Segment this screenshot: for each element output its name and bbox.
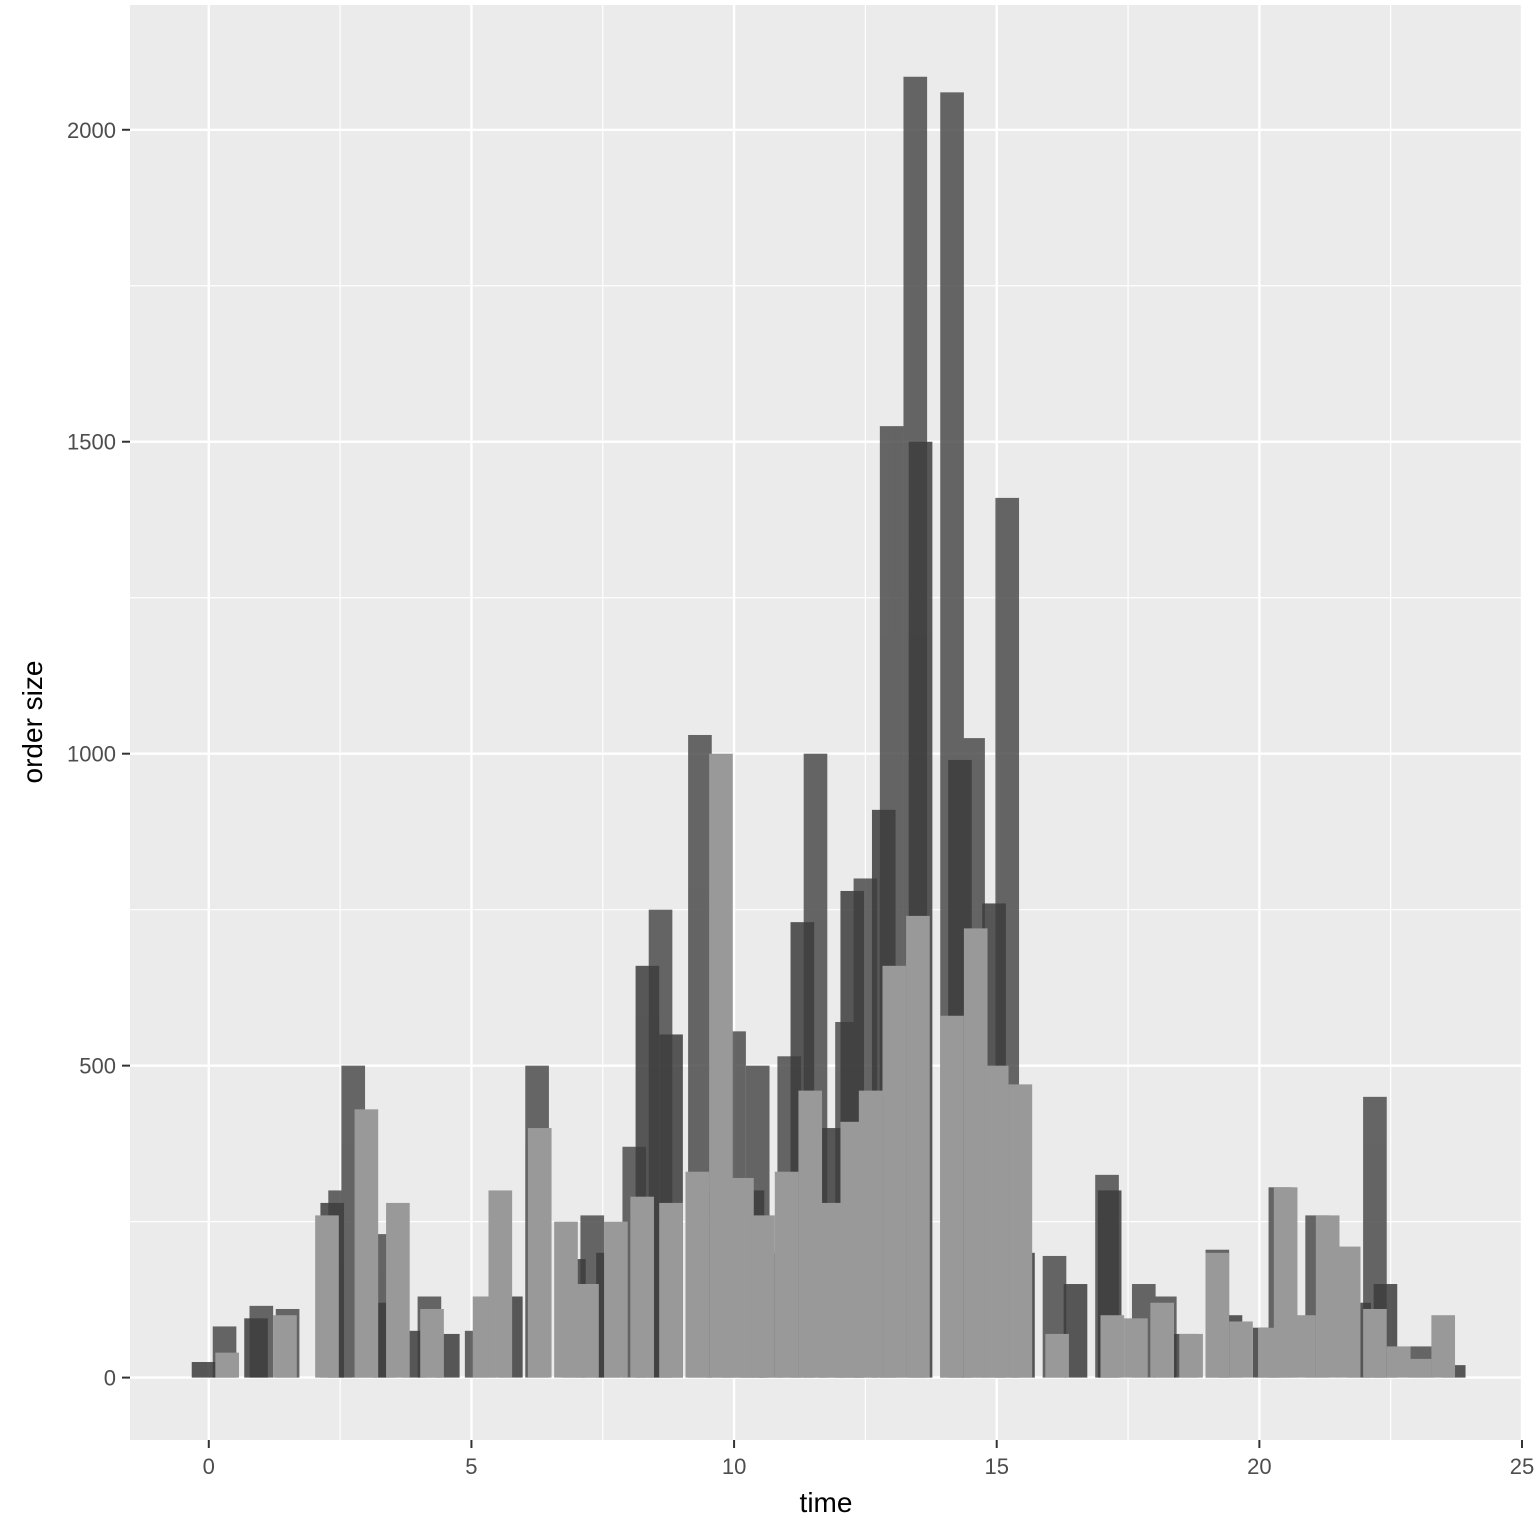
bar	[798, 1090, 823, 1378]
y-axis-title: order size	[17, 661, 48, 784]
bar	[1124, 1318, 1148, 1378]
bar	[774, 1171, 799, 1378]
bar	[1100, 1315, 1125, 1378]
y-tick-label: 0	[104, 1366, 116, 1391]
bar-layers	[191, 76, 1466, 1378]
x-axis-title: time	[800, 1487, 853, 1518]
x-tick-label: 0	[203, 1454, 215, 1479]
bar	[630, 1196, 654, 1378]
bar	[1205, 1252, 1230, 1378]
bar	[554, 1221, 578, 1378]
bar	[963, 928, 988, 1378]
x-tick-label: 5	[465, 1454, 477, 1479]
bar	[858, 1090, 883, 1378]
bar	[1407, 1358, 1432, 1378]
bar	[191, 1362, 216, 1378]
bar	[709, 753, 733, 1378]
y-tick-label: 500	[79, 1054, 116, 1079]
bar	[840, 1121, 865, 1378]
bar	[215, 1352, 239, 1378]
bar	[1273, 1187, 1298, 1378]
y-tick-label: 1500	[67, 430, 116, 455]
bar	[273, 1315, 297, 1378]
bar	[1179, 1333, 1203, 1378]
bar	[1386, 1346, 1411, 1378]
bar	[575, 1284, 599, 1378]
bar	[1063, 1284, 1088, 1378]
bar	[1229, 1321, 1253, 1378]
bar	[386, 1202, 410, 1378]
bar	[1045, 1333, 1069, 1378]
grid-lines	[130, 5, 1524, 1440]
bar	[604, 1221, 628, 1378]
bar	[315, 1215, 339, 1378]
bar	[730, 1177, 754, 1378]
bar	[1292, 1315, 1316, 1378]
bar	[1336, 1246, 1361, 1378]
bar	[488, 1190, 513, 1378]
bar	[527, 1128, 552, 1378]
x-tick-label: 15	[984, 1454, 1008, 1479]
bar	[685, 1171, 710, 1378]
x-axis-ticks: 0 5 10 15 20 25	[203, 1440, 1534, 1479]
bar	[882, 965, 907, 1378]
bar	[940, 1015, 964, 1378]
x-tick-label: 25	[1510, 1454, 1534, 1479]
bar	[420, 1308, 444, 1378]
bar	[244, 1318, 268, 1378]
bar	[659, 1202, 683, 1378]
x-tick-label: 20	[1247, 1454, 1271, 1479]
bar	[1008, 1084, 1033, 1378]
bar	[1363, 1308, 1387, 1378]
bar	[1315, 1215, 1340, 1378]
bar	[1431, 1315, 1456, 1378]
bar	[751, 1215, 775, 1378]
y-tick-label: 1000	[67, 742, 116, 767]
bar	[819, 1202, 844, 1378]
bar-layer-3	[215, 753, 1456, 1378]
x-tick-label: 10	[722, 1454, 746, 1479]
y-axis-ticks: 0 500 1000 1500 2000	[67, 118, 130, 1391]
bar	[354, 1109, 379, 1378]
bar	[1150, 1302, 1174, 1378]
bar	[984, 1065, 1009, 1378]
bar	[906, 915, 930, 1378]
y-tick-label: 2000	[67, 118, 116, 143]
